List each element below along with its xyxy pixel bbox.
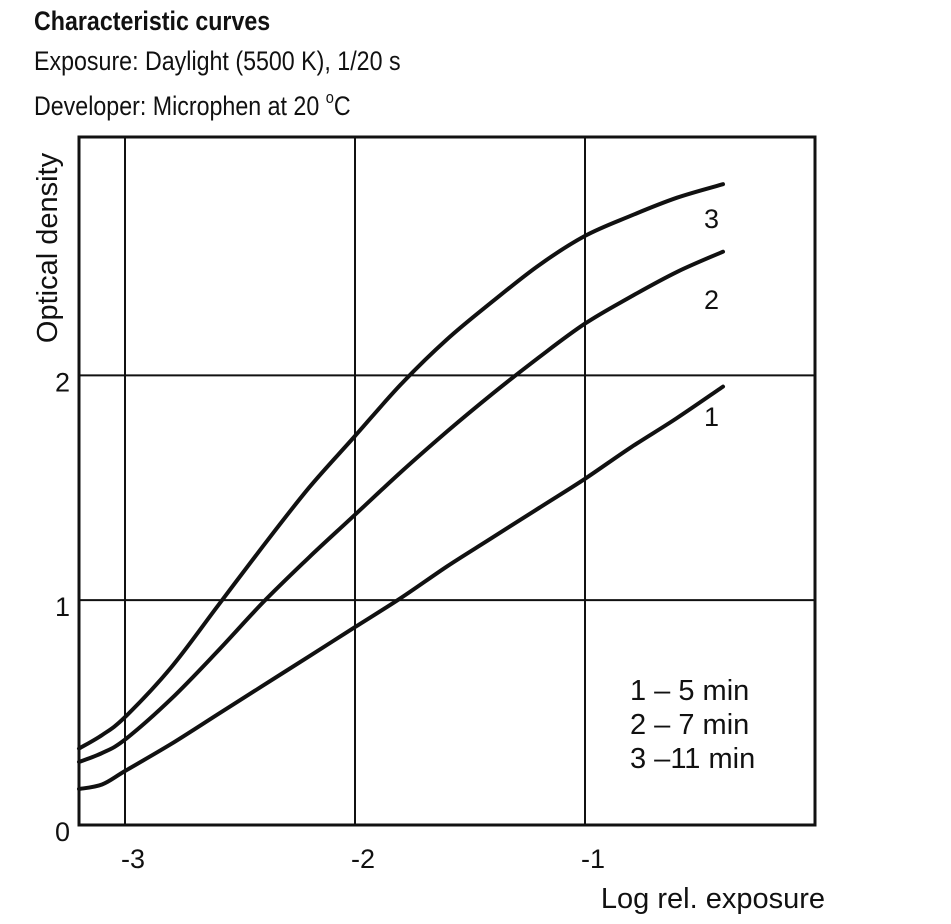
exposure-subtitle: Exposure: Daylight (5500 K), 1/20 s xyxy=(34,46,401,76)
series-line-1 xyxy=(77,384,725,791)
data-series xyxy=(77,182,725,791)
y-axis-label: Optical density xyxy=(32,152,64,343)
curve-number-labels: 1 2 3 xyxy=(704,204,719,432)
developer-subtitle-text: Developer: Microphen at 20 xyxy=(34,91,326,121)
series-line-2 xyxy=(77,249,725,764)
celsius-unit: C xyxy=(333,91,351,121)
degree-mark: o xyxy=(325,88,334,107)
x-tick-labels: -3 -2 -1 xyxy=(121,844,605,874)
y-tick-label-0: 0 xyxy=(55,817,70,847)
plot-frame xyxy=(77,135,817,827)
chart-title: Characteristic curves xyxy=(34,6,271,36)
legend-entry-1: 1 – 5 min xyxy=(630,675,749,707)
y-tick-label-2: 2 xyxy=(55,367,70,397)
legend-entry-3: 3 –11 min xyxy=(630,743,755,775)
curve-label-2: 2 xyxy=(704,285,719,315)
series-line-3 xyxy=(77,182,725,751)
y-tick-labels: 0 1 2 xyxy=(55,367,70,847)
curve-label-1: 1 xyxy=(704,402,719,432)
developer-subtitle: Developer: Microphen at 20 oC xyxy=(34,88,351,122)
y-tick-label-1: 1 xyxy=(55,592,70,622)
x-tick-label-2: -1 xyxy=(581,844,605,874)
x-tick-label-1: -2 xyxy=(351,844,375,874)
x-axis-label: Log rel. exposure xyxy=(601,883,825,915)
legend-entry-2: 2 – 7 min xyxy=(630,709,749,741)
x-tick-label-0: -3 xyxy=(121,844,145,874)
curve-label-3: 3 xyxy=(704,204,719,234)
